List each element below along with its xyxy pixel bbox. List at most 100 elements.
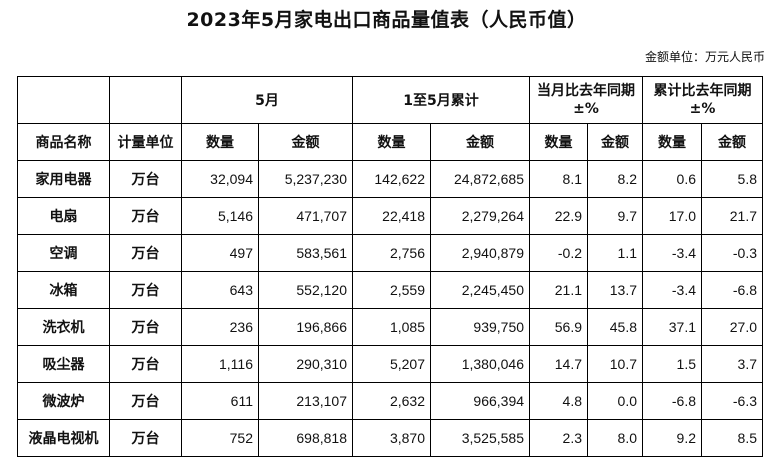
yoy-month-amount-cell: 13.7 <box>587 271 644 309</box>
may-amount-cell: 471,707 <box>258 197 353 235</box>
yoy-cumulative-quantity-cell: -6.8 <box>642 382 703 420</box>
cumulative-quantity-cell: 2,632 <box>352 382 431 420</box>
group-header-yoy-cumulative: 累计比去年同期 ±% <box>642 76 764 124</box>
yoy-month-quantity-cell: -0.2 <box>529 234 589 272</box>
column-header-yoy-month-amount: 金额 <box>587 123 644 161</box>
cumulative-quantity-cell: 1,085 <box>352 308 431 346</box>
table-row: 洗衣机 万台 236 196,866 1,085 939,750 56.9 45.8 37.1 2… <box>17 308 764 346</box>
yoy-cumulative-amount-cell: -6.8 <box>701 271 764 309</box>
may-amount-cell: 698,818 <box>258 419 353 457</box>
group-header-yoy-month: 当月比去年同期 ±% <box>529 76 644 124</box>
cumulative-amount-cell: 2,279,264 <box>429 197 531 235</box>
may-quantity-cell: 32,094 <box>181 160 259 198</box>
product-name-cell: 微波炉 <box>17 382 110 420</box>
unit-cell: 万台 <box>109 308 182 346</box>
column-header-yoy-cumulative-amount: 金额 <box>701 123 764 161</box>
cumulative-amount-cell: 939,750 <box>429 308 531 346</box>
yoy-month-amount-cell: 9.7 <box>587 197 644 235</box>
column-header-yoy-cumulative-quantity: 数量 <box>642 123 703 161</box>
yoy-cumulative-quantity-cell: -3.4 <box>642 271 703 309</box>
may-amount-cell: 5,237,230 <box>258 160 353 198</box>
may-quantity-cell: 497 <box>181 234 259 272</box>
blank-header-cell <box>17 76 110 124</box>
unit-cell: 万台 <box>109 234 182 272</box>
group-header-yoy-cumulative-line2: ±% <box>689 101 716 117</box>
table-row: 空调 万台 497 583,561 2,756 2,940,879 -0.2 1.1 -3.4-… <box>17 234 764 272</box>
group-header-may: 5月 <box>181 76 353 124</box>
table-body: 5月 1至5月累计 当月比去年同期 ±% 累计比去年同期 ±% 商品名称 计量单… <box>17 76 764 457</box>
product-name-cell: 家用电器 <box>17 160 110 198</box>
product-name-cell: 洗衣机 <box>17 308 110 346</box>
yoy-cumulative-amount-cell: -0.3 <box>701 234 764 272</box>
cumulative-quantity-cell: 22,418 <box>352 197 431 235</box>
yoy-cumulative-quantity-cell: 0.6 <box>642 160 703 198</box>
may-quantity-cell: 5,146 <box>181 197 259 235</box>
yoy-cumulative-amount-cell: 21.7 <box>701 197 764 235</box>
table-row: 液晶电视机 万台 752 698,818 3,870 3,525,585 2.3 8.0 9.2… <box>17 419 764 457</box>
yoy-cumulative-quantity-cell: 37.1 <box>642 308 703 346</box>
export-data-table: 5月 1至5月累计 当月比去年同期 ±% 累计比去年同期 ±% 商品名称 计量单… <box>17 76 764 457</box>
cumulative-quantity-cell: 3,870 <box>352 419 431 457</box>
group-header-yoy-month-line2: ±% <box>573 101 599 117</box>
table-row: 家用电器 万台 32,094 5,237,230 142,622 24,872,685 8.… <box>17 160 764 198</box>
yoy-month-amount-cell: 8.0 <box>587 419 644 457</box>
may-quantity-cell: 236 <box>181 308 259 346</box>
group-header-row: 5月 1至5月累计 当月比去年同期 ±% 累计比去年同期 ±% <box>17 76 764 124</box>
yoy-month-amount-cell: 0.0 <box>587 382 644 420</box>
product-name-cell: 空调 <box>17 234 110 272</box>
amount-unit-note: 金额单位：万元人民币 <box>644 50 765 64</box>
yoy-cumulative-amount-cell: 27.0 <box>701 308 764 346</box>
column-header-row: 商品名称 计量单位 数量 金额 数量 金额 数量 金额 数量 金额 <box>17 123 764 161</box>
yoy-cumulative-quantity-cell: -3.4 <box>642 234 703 272</box>
may-amount-cell: 290,310 <box>258 345 353 383</box>
yoy-cumulative-quantity-cell: 1.5 <box>642 345 703 383</box>
yoy-cumulative-quantity-cell: 9.2 <box>642 419 703 457</box>
cumulative-amount-cell: 2,940,879 <box>429 234 531 272</box>
cumulative-amount-cell: 2,245,450 <box>429 271 531 309</box>
yoy-cumulative-amount-cell: 3.7 <box>701 345 764 383</box>
table-row: 吸尘器 万台 1,116 290,310 5,207 1,380,046 14.7 10.7 1… <box>17 345 764 383</box>
group-header-yoy-cumulative-line1: 累计比去年同期 <box>653 83 752 99</box>
cumulative-amount-cell: 1,380,046 <box>429 345 531 383</box>
product-name-cell: 冰箱 <box>17 271 110 309</box>
column-header-cumulative-amount: 金额 <box>429 123 531 161</box>
may-amount-cell: 196,866 <box>258 308 353 346</box>
unit-cell: 万台 <box>109 160 182 198</box>
column-header-may-amount: 金额 <box>258 123 353 161</box>
may-quantity-cell: 611 <box>181 382 259 420</box>
column-header-may-quantity: 数量 <box>181 123 259 161</box>
yoy-month-quantity-cell: 56.9 <box>529 308 589 346</box>
column-header-name: 商品名称 <box>17 123 110 161</box>
yoy-month-quantity-cell: 8.1 <box>529 160 589 198</box>
column-header-cumulative-quantity: 数量 <box>352 123 431 161</box>
blank-header-cell <box>109 76 182 124</box>
cumulative-quantity-cell: 142,622 <box>352 160 431 198</box>
cumulative-amount-cell: 966,394 <box>429 382 531 420</box>
may-quantity-cell: 752 <box>181 419 259 457</box>
unit-cell: 万台 <box>109 197 182 235</box>
group-header-cumulative: 1至5月累计 <box>351 76 531 124</box>
may-amount-cell: 583,561 <box>258 234 353 272</box>
cumulative-quantity-cell: 2,756 <box>352 234 431 272</box>
yoy-month-amount-cell: 10.7 <box>587 345 644 383</box>
yoy-month-amount-cell: 1.1 <box>587 234 644 272</box>
unit-cell: 万台 <box>109 345 182 383</box>
yoy-month-quantity-cell: 22.9 <box>529 197 589 235</box>
unit-cell: 万台 <box>109 419 182 457</box>
yoy-cumulative-amount-cell: -6.3 <box>701 382 764 420</box>
yoy-month-quantity-cell: 21.1 <box>529 271 589 309</box>
product-name-cell: 电扇 <box>17 197 110 235</box>
yoy-month-amount-cell: 45.8 <box>587 308 644 346</box>
cumulative-quantity-cell: 2,559 <box>352 271 431 309</box>
may-amount-cell: 213,107 <box>258 382 353 420</box>
product-name-cell: 液晶电视机 <box>17 419 110 457</box>
yoy-month-quantity-cell: 4.8 <box>529 382 589 420</box>
unit-cell: 万台 <box>109 271 182 309</box>
table-row: 电扇 万台 5,146 471,707 22,418 2,279,264 22.9 9.7 17… <box>17 197 764 235</box>
may-quantity-cell: 1,116 <box>181 345 259 383</box>
cumulative-amount-cell: 24,872,685 <box>429 160 531 198</box>
unit-cell: 万台 <box>109 382 182 420</box>
cumulative-amount-cell: 3,525,585 <box>429 419 531 457</box>
yoy-cumulative-quantity-cell: 17.0 <box>642 197 703 235</box>
table-row: 微波炉 万台 611 213,107 2,632 966,394 4.8 0.0 -6.8 -6.… <box>17 382 764 420</box>
